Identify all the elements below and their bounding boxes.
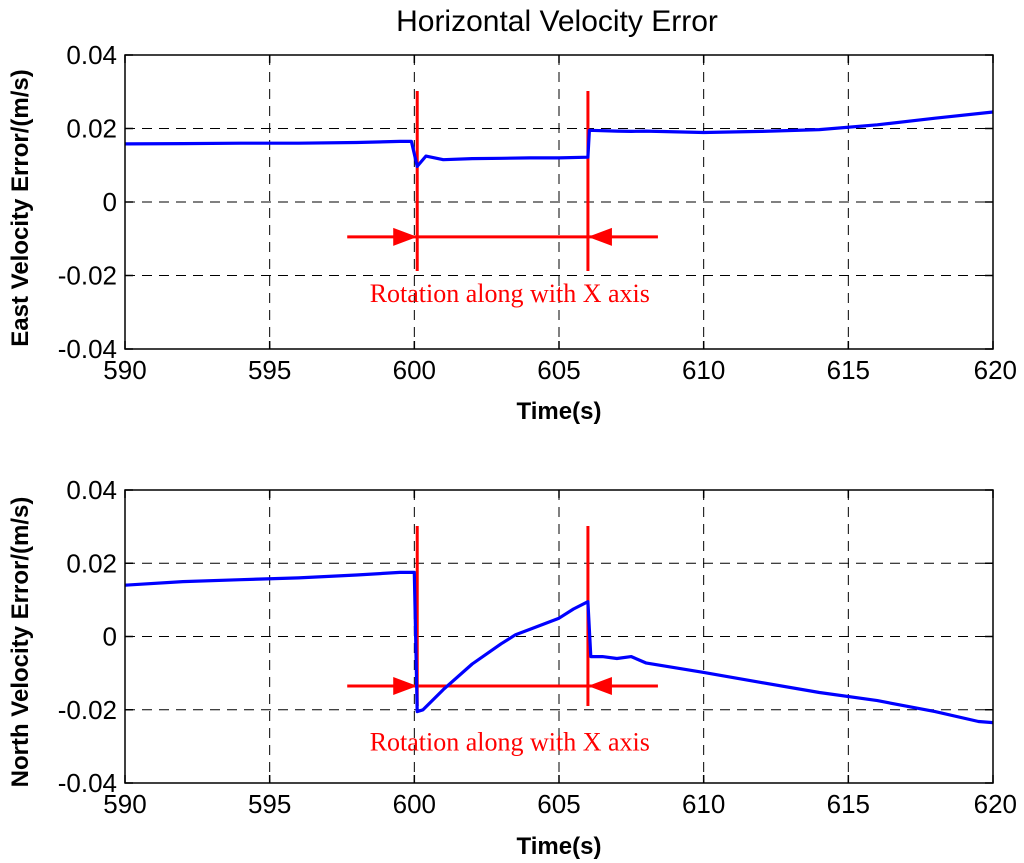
y-tick-label: 0.02 [66, 114, 117, 144]
x-axis-label: Time(s) [517, 398, 602, 425]
x-tick-label: 610 [682, 789, 725, 819]
x-tick-label: 600 [393, 789, 436, 819]
x-tick-label: 600 [393, 355, 436, 385]
y-tick-label: 0 [103, 187, 117, 217]
x-tick-label: 615 [827, 789, 870, 819]
rotation-annotation: Rotation along with X axis [370, 728, 650, 757]
y-axis-label: North Velocity Error/(m/s) [7, 497, 34, 788]
y-tick-label: -0.04 [58, 768, 117, 798]
east-velocity-chart: 590 595 600 605 610 615 620 0.04 0.02 0 -0.02 -0.04… [7, 40, 1017, 425]
x-tick-label: 595 [248, 355, 291, 385]
y-tick-label: 0.04 [66, 40, 117, 70]
y-tick-label: 0.02 [66, 548, 117, 578]
x-tick-label: 620 [974, 789, 1017, 819]
x-axis-label: Time(s) [517, 833, 602, 860]
span-arrowhead-right [587, 227, 612, 246]
y-tick-label: 0 [103, 622, 117, 652]
x-tick-label: 610 [682, 355, 725, 385]
span-arrowhead-left [393, 676, 418, 695]
x-tick-label: 595 [248, 789, 291, 819]
y-tick-label: 0.04 [66, 475, 117, 505]
span-arrowhead-right [587, 676, 612, 695]
span-arrowhead-left [393, 227, 418, 246]
x-tick-label: 620 [974, 355, 1017, 385]
x-tick-label: 605 [537, 355, 580, 385]
chart-title: Horizontal Velocity Error [396, 5, 718, 38]
series-line [124, 570, 994, 725]
x-tick-label: 615 [827, 355, 870, 385]
x-tick-label: 590 [103, 789, 146, 819]
x-tick-label: 590 [103, 355, 146, 385]
y-tick-label: -0.02 [58, 695, 117, 725]
y-axis-label: East Velocity Error/(m/s) [7, 69, 34, 346]
series-line [124, 110, 994, 168]
x-tick-label: 605 [537, 789, 580, 819]
north-velocity-chart: 590 595 600 605 610 615 620 0.04 0.02 0 -0.02 -0.04… [7, 475, 1017, 860]
rotation-annotation: Rotation along with X axis [370, 279, 650, 308]
y-tick-label: -0.04 [58, 334, 117, 364]
y-tick-label: -0.02 [58, 261, 117, 291]
